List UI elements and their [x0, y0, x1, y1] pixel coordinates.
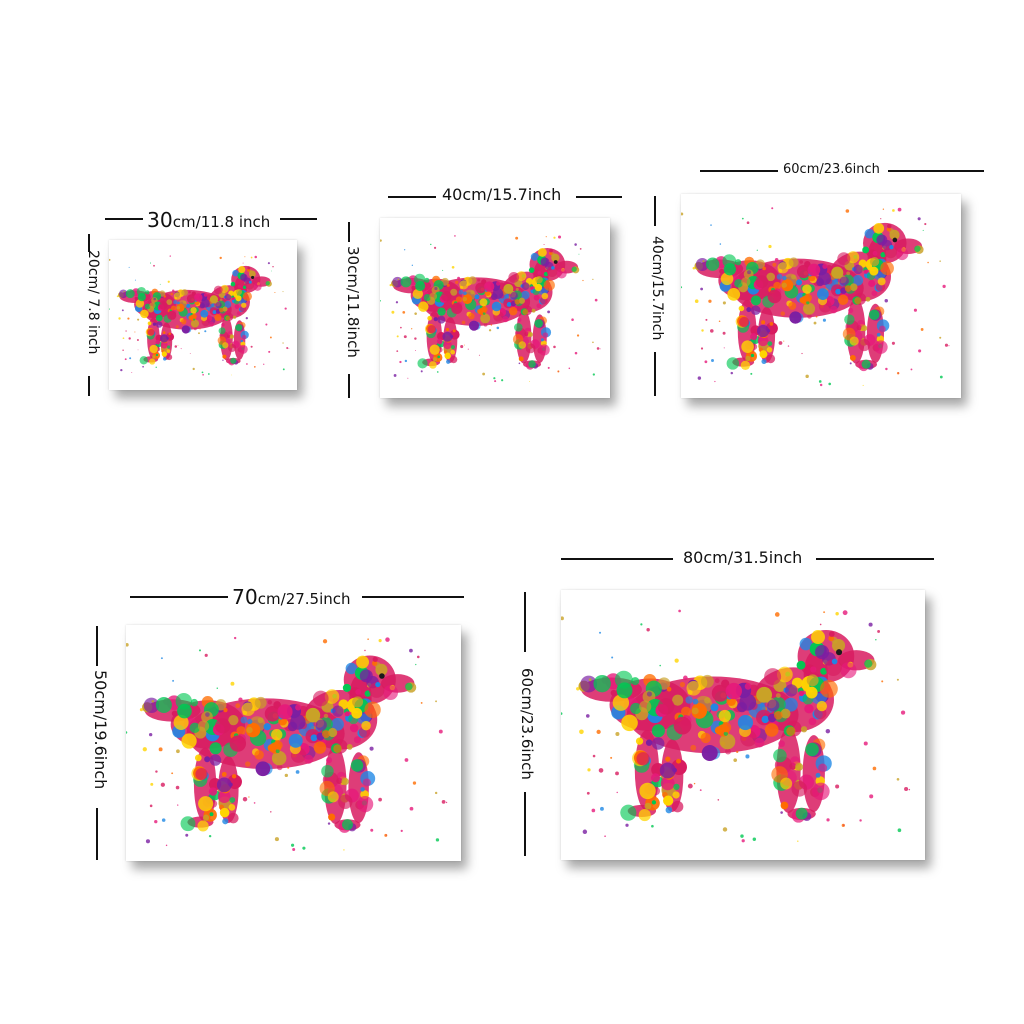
- width-label-30: 30cm/11.8 inch: [147, 210, 270, 230]
- canvas-print-70x50: [126, 625, 461, 861]
- width-dimension-line: [280, 218, 317, 220]
- dog-artwork: [109, 240, 297, 390]
- canvas-print-30x20: [109, 240, 297, 390]
- dog-artwork: [126, 625, 461, 861]
- height-label-40: 40cm/15.7inch: [649, 236, 665, 341]
- height-dimension-line: [88, 376, 90, 396]
- height-label-60: 60cm/23.6inch: [518, 668, 536, 780]
- height-dimension-line: [348, 222, 350, 242]
- width-dimension-line: [362, 596, 464, 598]
- width-label-60: 60cm/23.6inch: [783, 162, 880, 177]
- width-label-40: 40cm/15.7inch: [442, 185, 562, 204]
- width-dimension-line: [576, 196, 622, 198]
- height-dimension-line: [524, 792, 526, 856]
- height-dimension-line: [524, 592, 526, 652]
- height-value: 50: [91, 670, 110, 691]
- height-label-50: 50cm/19.6inch: [91, 670, 110, 790]
- width-dimension-line: [388, 196, 436, 198]
- width-dimension-line: [700, 170, 778, 172]
- width-imperial: /27.5inch: [280, 590, 351, 608]
- height-value: 20: [85, 250, 101, 268]
- height-dimension-line: [88, 234, 90, 252]
- width-dimension-line: [130, 596, 228, 598]
- height-dimension-line: [654, 352, 656, 396]
- height-label-20: 20cm/ 7.8 inch: [85, 250, 101, 355]
- dog-artwork: [561, 590, 925, 860]
- dog-artwork: [681, 194, 961, 398]
- canvas-print-40x30: [380, 218, 610, 398]
- width-dimension-line: [888, 170, 984, 172]
- dog-artwork: [380, 218, 610, 398]
- width-label-80: 80cm/31.5inch: [683, 548, 803, 567]
- width-value: 30: [147, 208, 173, 232]
- height-imperial: /19.6inch: [91, 714, 110, 790]
- height-unit: cm: [85, 267, 101, 290]
- width-imperial: /11.8 inch: [195, 213, 271, 231]
- width-dimension-line: [561, 558, 673, 560]
- canvas-print-60x40: [681, 194, 961, 398]
- canvas-print-80x60: [561, 590, 925, 860]
- width-value: 70: [232, 585, 258, 609]
- height-unit: cm: [91, 690, 110, 715]
- width-unit: cm: [257, 590, 281, 608]
- width-unit: cm: [172, 213, 196, 231]
- height-dimension-line: [96, 626, 98, 666]
- height-dimension-line: [96, 808, 98, 860]
- width-dimension-line: [105, 218, 143, 220]
- height-dimension-line: [654, 196, 656, 226]
- height-label-30: 30cm/11.8inch: [344, 246, 362, 358]
- height-imperial: / 7.8 inch: [85, 289, 101, 355]
- width-label-70: 70cm/27.5inch: [232, 587, 351, 607]
- height-dimension-line: [348, 374, 350, 398]
- width-dimension-line: [816, 558, 934, 560]
